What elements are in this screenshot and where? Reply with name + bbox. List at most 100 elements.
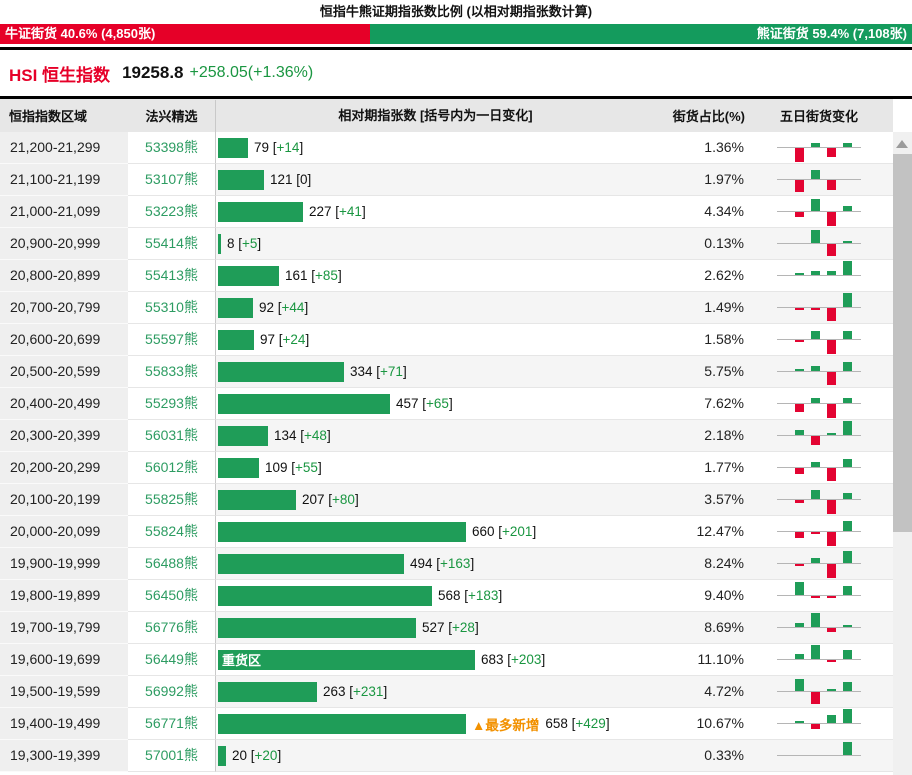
volume-bar (218, 585, 432, 606)
sparkline-up-bar (811, 169, 820, 179)
volume-label: 527 [+28] (422, 620, 479, 635)
warrant-code-cell: 55597熊 (128, 324, 215, 356)
index-range-cell: 19,800-19,899 (0, 580, 128, 612)
warrant-code-link[interactable]: 55597熊 (145, 331, 198, 347)
daily-change-value: 0 (300, 172, 308, 187)
sparkline-axis (777, 306, 861, 308)
volume-bar-cell: 527 [+28] (215, 612, 655, 644)
warrant-code-cell: 56012熊 (128, 452, 215, 484)
sparkline-down-bar (827, 147, 836, 157)
sparkline-up-bar (795, 429, 804, 435)
outstanding-pct-cell: 5.75% (655, 356, 745, 388)
index-range-cell: 21,000-21,099 (0, 196, 128, 228)
volume-bar (218, 137, 248, 158)
warrant-code-link[interactable]: 55825熊 (145, 491, 198, 507)
scrollbar-up-icon[interactable] (896, 140, 908, 148)
five-day-change-cell (745, 420, 893, 452)
sparkline-up-bar (827, 270, 836, 275)
volume-bar-cell: 92 [+44] (215, 292, 655, 324)
warrant-code-link[interactable]: 53107熊 (145, 171, 198, 187)
sparkline-down-bar (795, 179, 804, 192)
index-summary: HSI 恒生指数 19258.8 +258.05(+1.36%) (0, 50, 912, 96)
sparkline-up-bar (811, 365, 820, 371)
five-day-sparkline (777, 677, 861, 707)
sparkline-up-bar (827, 714, 836, 723)
table-row: 19,700-19,799 56776熊 527 [+28] 8.69% (0, 612, 893, 644)
warrant-code-link[interactable]: 55833熊 (145, 363, 198, 379)
warrant-code-link[interactable]: 57001熊 (145, 747, 198, 763)
warrant-code-link[interactable]: 56449熊 (145, 651, 198, 667)
outstanding-pct-cell: 1.58% (655, 324, 745, 356)
daily-change-value: +20 (254, 748, 278, 763)
table-row: 21,100-21,199 53107熊 121 [0] 1.97% (0, 164, 893, 196)
warrant-code-link[interactable]: 55310熊 (145, 299, 198, 315)
five-day-sparkline (777, 612, 861, 643)
warrant-code-link[interactable]: 56771熊 (145, 715, 198, 731)
sparkline-up-bar (811, 229, 820, 243)
volume-label: 8 [+5] (227, 236, 262, 251)
volume-bar (218, 521, 466, 542)
sparkline-up-bar (843, 292, 852, 307)
outstanding-pct-cell: 7.62% (655, 388, 745, 420)
sparkline-axis (777, 434, 861, 436)
sparkline-axis (777, 530, 861, 532)
warrant-code-link[interactable]: 53223熊 (145, 203, 198, 219)
five-day-sparkline (777, 517, 861, 547)
warrant-code-link[interactable]: 56012熊 (145, 459, 198, 475)
daily-change-value: +14 (276, 140, 300, 155)
five-day-change-cell (745, 644, 893, 676)
warrant-code-link[interactable]: 56992熊 (145, 683, 198, 699)
sparkline-down-bar (827, 371, 836, 385)
sparkline-up-bar (811, 612, 820, 627)
index-range-cell: 20,900-20,999 (0, 228, 128, 260)
sparkline-up-bar (843, 492, 852, 499)
warrant-code-link[interactable]: 53398熊 (145, 139, 198, 155)
sparkline-up-bar (795, 653, 804, 659)
volume-bar (218, 393, 390, 414)
scrollbar-thumb[interactable] (893, 154, 912, 532)
warrant-code-link[interactable]: 55824熊 (145, 523, 198, 539)
sparkline-down-bar (827, 339, 836, 354)
warrant-code-link[interactable]: 56776熊 (145, 619, 198, 635)
sparkline-down-bar (811, 307, 820, 310)
outstanding-pct-cell: 2.18% (655, 420, 745, 452)
sparkline-axis (777, 210, 861, 212)
five-day-change-cell (745, 388, 893, 420)
sparkline-down-bar (795, 211, 804, 217)
table-row: 21,000-21,099 53223熊 227 [+41] 4.34% (0, 196, 893, 228)
volume-bar (218, 425, 268, 446)
table-body: 21,200-21,299 53398熊 79 [+14] 1.36% 21,100-2… (0, 132, 893, 772)
heavy-zone-label: 重货区 (222, 653, 262, 668)
warrant-code-cell: 56488熊 (128, 548, 215, 580)
sparkline-down-bar (827, 243, 836, 256)
column-header-pct: 街货占比(%) (672, 109, 745, 124)
sparkline-axis (777, 498, 861, 500)
warrant-code-link[interactable]: 56450熊 (145, 587, 198, 603)
table-row: 19,300-19,399 57001熊 20 [+20] 0.33% (0, 740, 893, 772)
volume-bar-cell: 457 [+65] (215, 388, 655, 420)
five-day-sparkline (777, 292, 861, 323)
volume-bar (218, 233, 221, 254)
outstanding-pct-cell: 1.97% (655, 164, 745, 196)
outstanding-pct-cell: 9.40% (655, 580, 745, 612)
warrant-code-link[interactable]: 56031熊 (145, 427, 198, 443)
warrant-code-link[interactable]: 55414熊 (145, 235, 198, 251)
index-range-cell: 20,400-20,499 (0, 388, 128, 420)
volume-bar-cell: ▲最多新增 658 [+429] (215, 708, 655, 740)
index-range-cell: 20,600-20,699 (0, 324, 128, 356)
five-day-change-cell (745, 708, 893, 740)
warrant-code-link[interactable]: 55293熊 (145, 395, 198, 411)
scrollbar[interactable] (893, 132, 912, 775)
sparkline-up-bar (843, 142, 852, 147)
volume-label: 109 [+55] (265, 460, 322, 475)
volume-bar-cell: 568 [+183] (215, 580, 655, 612)
outstanding-pct-cell: 8.69% (655, 612, 745, 644)
volume-bar (218, 489, 296, 510)
warrant-code-link[interactable]: 55413熊 (145, 267, 198, 283)
sparkline-down-bar (795, 467, 804, 474)
warrant-code-link[interactable]: 56488熊 (145, 555, 198, 571)
table-row: 20,400-20,499 55293熊 457 [+65] 7.62% (0, 388, 893, 420)
daily-change-value: +163 (440, 556, 471, 571)
daily-change-value: +28 (452, 620, 475, 635)
volume-label: 658 [+429] (545, 716, 610, 731)
